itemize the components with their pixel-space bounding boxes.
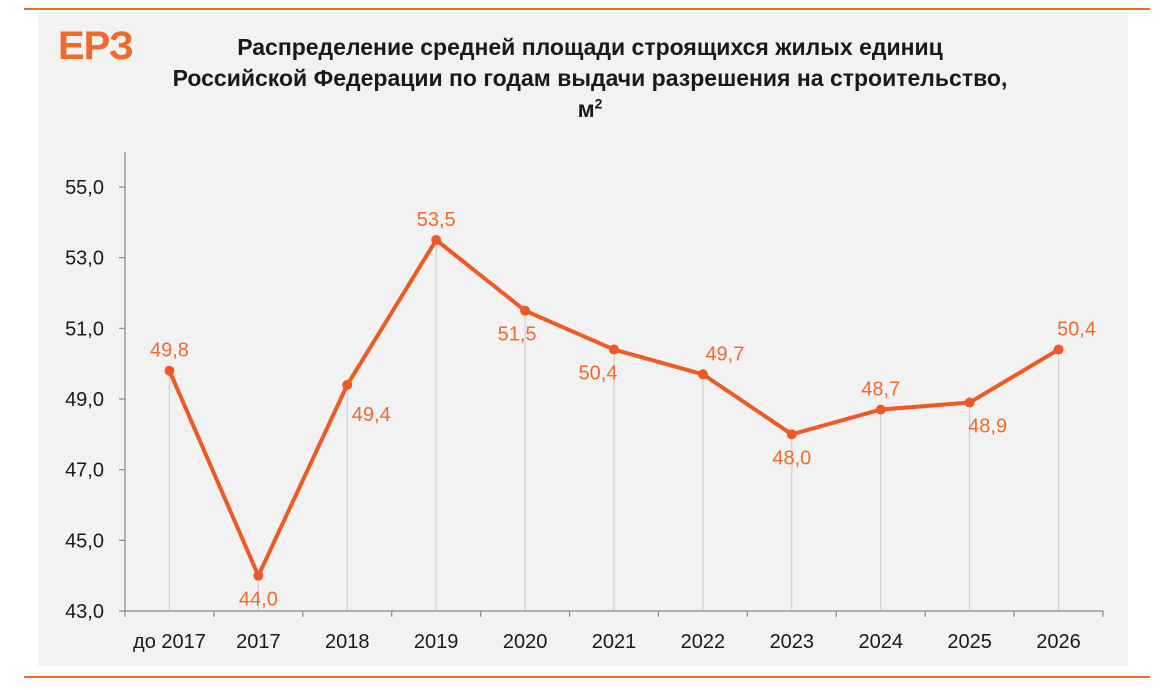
x-tick-label: 2019 [414, 631, 459, 653]
chart-panel [38, 12, 1128, 666]
data-label: 53,5 [417, 209, 456, 231]
x-tick-label: 2023 [770, 631, 815, 653]
data-label: 49,4 [352, 404, 391, 426]
y-tick-label: 55,0 [65, 177, 104, 199]
data-label: 48,7 [861, 379, 900, 401]
chart-title: Распределение средней площади строящихся… [170, 32, 1010, 125]
top-rule [24, 8, 1150, 10]
data-point [1053, 344, 1064, 355]
data-point [609, 344, 619, 355]
y-tick-label: 53,0 [65, 248, 104, 270]
data-label: 50,4 [1057, 319, 1096, 341]
chart-title-superscript: 2 [594, 95, 603, 112]
x-tick-label: 2026 [1036, 631, 1081, 653]
data-label: 48,0 [772, 447, 811, 469]
chart-title-text: Распределение средней площади строящихся… [172, 34, 1008, 122]
erz-logo: ЕРЗ [58, 24, 134, 68]
x-tick-label: 2017 [236, 631, 281, 653]
data-label: 44,0 [239, 589, 278, 611]
data-point [697, 369, 708, 380]
x-tick-label: до 2017 [133, 631, 206, 653]
x-tick-label: 2024 [858, 631, 903, 653]
data-point [964, 397, 975, 408]
bottom-rule [24, 676, 1150, 678]
y-tick-label: 49,0 [65, 389, 104, 411]
x-tick-label: 2021 [592, 631, 637, 653]
x-tick-label: 2025 [947, 631, 992, 653]
y-tick-label: 51,0 [65, 318, 104, 340]
data-point [431, 235, 442, 245]
data-point [520, 305, 531, 316]
x-tick-label: 2022 [681, 631, 726, 653]
data-point [786, 429, 797, 440]
y-tick-label: 45,0 [65, 530, 104, 552]
x-tick-label: 2018 [325, 631, 370, 653]
data-point [342, 379, 353, 390]
y-tick-label: 43,0 [65, 601, 104, 623]
data-label: 50,4 [579, 363, 618, 385]
data-point [253, 570, 264, 581]
data-point [164, 365, 175, 376]
data-label: 51,5 [498, 324, 537, 346]
data-label: 49,8 [150, 340, 189, 362]
y-tick-label: 47,0 [65, 460, 104, 482]
data-point [875, 404, 886, 415]
data-label: 48,9 [968, 416, 1007, 438]
data-label: 49,7 [705, 343, 744, 365]
x-tick-label: 2020 [503, 631, 548, 653]
